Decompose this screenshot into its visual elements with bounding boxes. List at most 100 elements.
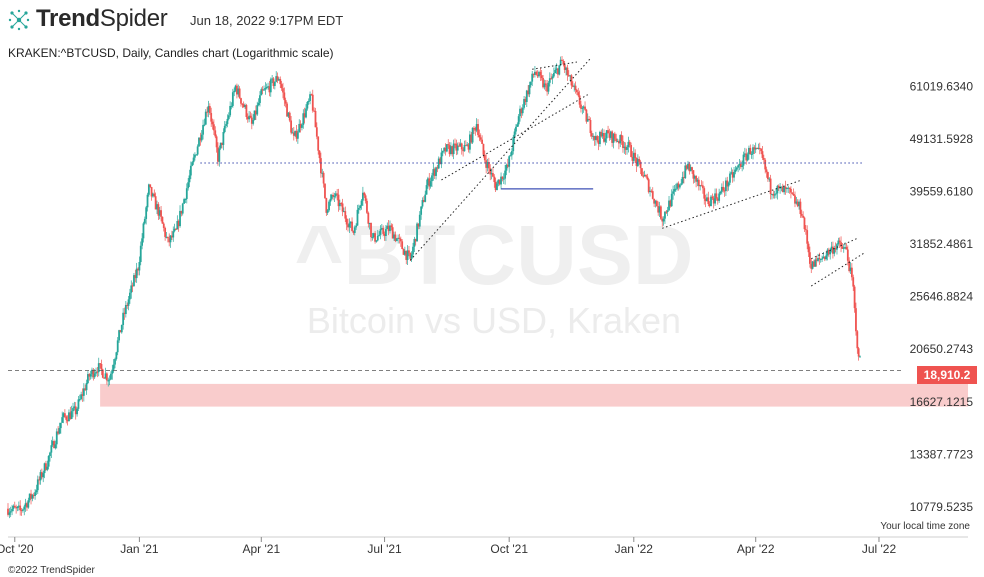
- candle-body: [707, 197, 710, 205]
- candle-body: [357, 208, 360, 210]
- candle: [458, 142, 460, 147]
- candle: [722, 181, 725, 193]
- candle: [651, 187, 654, 200]
- candle-body: [191, 162, 194, 166]
- candle: [432, 163, 435, 181]
- candle-body: [680, 183, 683, 185]
- candle: [543, 79, 546, 90]
- candle-body: [760, 148, 763, 152]
- candle: [528, 81, 531, 98]
- candle-body: [552, 73, 555, 77]
- y-tick-label: 25646.8824: [910, 290, 974, 304]
- candle: [680, 178, 683, 186]
- candle: [46, 460, 49, 472]
- candle-body: [792, 193, 795, 196]
- candle-body: [599, 131, 601, 145]
- candle-body: [55, 431, 58, 445]
- candle-body: [624, 146, 627, 150]
- candle-body: [704, 198, 707, 202]
- candle: [208, 103, 211, 115]
- candle-body: [589, 120, 592, 134]
- candle: [551, 74, 554, 85]
- candle: [463, 140, 466, 152]
- candle-body: [669, 200, 672, 207]
- candle: [619, 134, 622, 148]
- candle-body: [246, 116, 249, 120]
- candle-body: [306, 101, 309, 109]
- watermark-name: Bitcoin vs USD, Kraken: [307, 300, 681, 341]
- candle: [627, 136, 630, 153]
- candle: [733, 167, 735, 182]
- candle-body: [761, 151, 764, 158]
- candle: [51, 436, 54, 447]
- candle: [532, 73, 535, 78]
- candle: [799, 198, 802, 218]
- candle: [764, 158, 767, 174]
- candle-body: [215, 136, 218, 148]
- candle: [673, 184, 676, 196]
- candle-body: [359, 205, 362, 209]
- candle: [42, 470, 45, 483]
- candle: [479, 133, 482, 142]
- candle: [184, 198, 187, 203]
- candle: [177, 219, 180, 232]
- candle-body: [777, 185, 780, 188]
- candle: [827, 247, 830, 258]
- candle: [223, 121, 226, 134]
- candle-body: [283, 92, 286, 101]
- candle-body: [68, 412, 70, 422]
- candle: [632, 147, 635, 163]
- candle: [311, 89, 314, 113]
- candle: [78, 394, 81, 402]
- candle-body: [81, 394, 84, 396]
- candle-body: [585, 109, 588, 122]
- candle: [581, 106, 584, 115]
- candle-body: [508, 156, 511, 167]
- candle: [183, 197, 185, 204]
- candle-body: [471, 127, 474, 143]
- candle: [704, 194, 707, 208]
- candle-body: [378, 234, 381, 236]
- candle: [496, 180, 498, 191]
- candle-body: [593, 135, 596, 140]
- candle: [303, 107, 306, 124]
- candle-body: [485, 160, 488, 168]
- candle-body: [561, 59, 563, 61]
- candle: [701, 181, 704, 194]
- candle: [562, 59, 565, 67]
- candle-body: [288, 112, 291, 121]
- candle-body: [315, 127, 318, 137]
- candle-body: [380, 228, 383, 230]
- candle-body: [412, 246, 414, 255]
- candle-body: [803, 217, 806, 230]
- candle-body: [592, 135, 595, 137]
- candle-body: [604, 138, 607, 142]
- candle: [198, 137, 200, 147]
- candle-body: [795, 201, 798, 204]
- candle: [745, 148, 748, 165]
- candle-body: [54, 444, 57, 449]
- candle-body: [351, 221, 353, 231]
- candle: [30, 489, 32, 505]
- candle: [133, 272, 135, 287]
- candle-body: [538, 71, 540, 77]
- candle: [714, 188, 716, 206]
- candle-body: [153, 193, 156, 197]
- candle-body: [107, 380, 110, 382]
- candle: [19, 500, 22, 516]
- candle: [135, 262, 138, 283]
- candle: [210, 107, 213, 127]
- candle: [254, 105, 257, 120]
- candle: [523, 95, 525, 110]
- candle: [74, 402, 77, 420]
- candle: [501, 176, 504, 182]
- candle: [830, 241, 833, 253]
- candle: [794, 191, 796, 208]
- candle-body: [89, 374, 92, 377]
- candle-body: [613, 133, 616, 139]
- candle: [253, 110, 256, 121]
- candle: [81, 388, 84, 402]
- candle-body: [733, 172, 735, 178]
- candle: [630, 142, 632, 158]
